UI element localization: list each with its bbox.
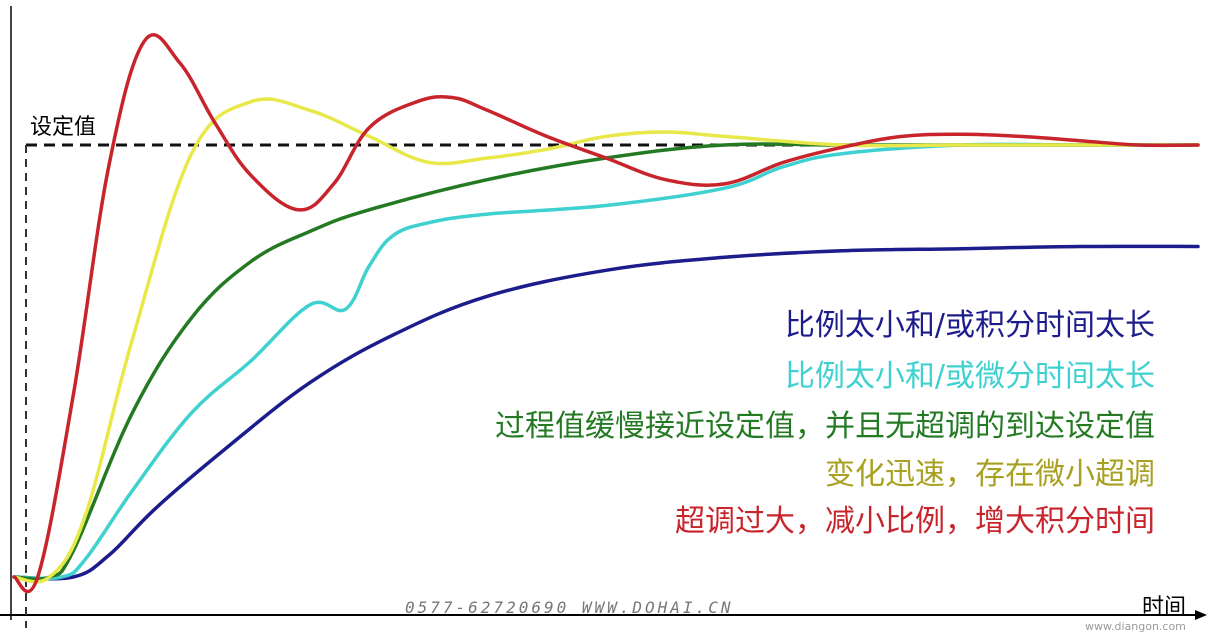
x-axis-label: 时间 (1142, 595, 1187, 620)
legend-label-4: 变化迅速，存在微小超调 (825, 457, 1155, 492)
watermark-text: 0577-62720690 WWW.DOHAI.CN (405, 598, 734, 617)
setpoint-label: 设定值 (30, 115, 97, 140)
legend-entry-1: 比例太小和/或积分时间太长 (785, 300, 1155, 344)
legend-label-2: 比例太小和/或微分时间太长 (784, 359, 1155, 394)
legend-entry-3: 过程值缓慢接近设定值，并且无超调的到达设定值 (495, 401, 1155, 445)
legend-label-3: 过程值缓慢接近设定值，并且无超调的到达设定值 (495, 409, 1155, 444)
series-line-2 (12, 142, 1200, 581)
series-line-1 (12, 244, 1200, 581)
legend-entry-2: 比例太小和/或微分时间太长 (785, 351, 1155, 395)
legend-label-1: 比例太小和/或积分时间太长 (784, 308, 1155, 343)
legend-label-5: 超调过大，减小比例，增大积分时间 (675, 504, 1155, 539)
series-line-5 (12, 33, 1200, 594)
legend-entry-5: 超调过大，减小比例，增大积分时间 (675, 496, 1155, 540)
watermark-site: www.diangon.com (1085, 620, 1186, 633)
series-layer (12, 33, 1200, 594)
series-line-4 (12, 97, 1200, 584)
legend-entry-4: 变化迅速，存在微小超调 (825, 449, 1155, 493)
